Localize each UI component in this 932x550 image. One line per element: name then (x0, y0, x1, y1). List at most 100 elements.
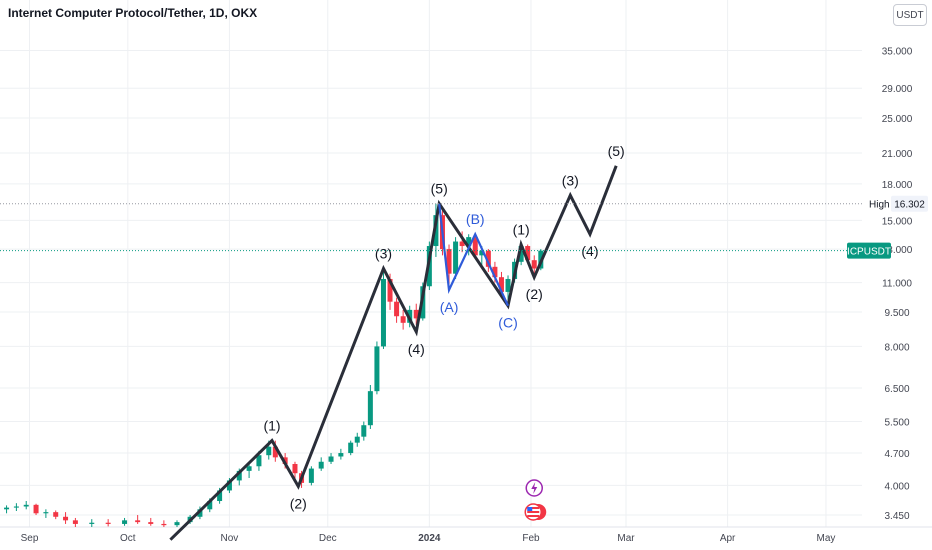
x-tick-label: Feb (522, 533, 540, 544)
candle-body (328, 456, 334, 462)
candle-body (23, 504, 29, 507)
candle-body (466, 237, 472, 247)
candle-body (43, 512, 49, 514)
candle-body (53, 512, 59, 517)
candle-body (63, 516, 69, 521)
chart-title: Internet Computer Protocol/Tether, 1D, O… (8, 6, 258, 20)
x-tick-label: 2024 (418, 533, 441, 544)
candle-body (413, 309, 419, 319)
x-tick-label: Nov (221, 533, 239, 544)
x-tick-label: Dec (319, 533, 337, 544)
y-tick-label: 15.000 (882, 216, 913, 227)
candle-body (531, 260, 537, 269)
candle-body (13, 506, 19, 508)
y-tick-label: 8.000 (884, 342, 909, 353)
candle-body (226, 480, 232, 491)
symbol-label: ICPUSDT (847, 247, 891, 258)
candle-body (256, 455, 262, 467)
high-value-badge (891, 195, 928, 212)
candle-body (367, 391, 373, 426)
candle-body (387, 278, 393, 302)
x-tick-label: Oct (120, 533, 136, 544)
event-icons[interactable] (524, 479, 547, 521)
candle-body (122, 520, 128, 524)
wave-label: (1) (513, 222, 530, 238)
lightning-bolt (531, 482, 538, 494)
wave-label: (2) (526, 286, 543, 302)
symbol-price-badge (847, 242, 891, 259)
candle-body (338, 453, 344, 457)
candle-body (217, 490, 223, 502)
wave-label: (B) (466, 211, 485, 227)
y-tick-label: 21.000 (882, 149, 913, 160)
currency-button[interactable]: USDT (893, 4, 927, 26)
impulse-wave-line (169, 165, 618, 541)
candlestick-series (4, 203, 544, 527)
candle-body (266, 446, 272, 456)
candle-body (446, 249, 452, 274)
candle-body (236, 470, 242, 481)
flag-canton (527, 507, 533, 511)
candle-body (246, 466, 252, 471)
candle-body (318, 461, 324, 469)
y-tick-label: 9.500 (884, 308, 909, 319)
candle-body (505, 278, 511, 292)
y-tick-label: 5.500 (884, 418, 909, 429)
candle-body (518, 246, 524, 262)
wave-label: (5) (608, 143, 625, 159)
y-tick-label: 29.000 (882, 84, 913, 95)
candle-body (498, 277, 504, 292)
candle-body (525, 246, 531, 261)
candle-body (380, 278, 386, 347)
wave-label: (2) (290, 495, 307, 511)
candle-body (292, 464, 298, 474)
wave-label: (3) (375, 246, 392, 262)
y-tick-label: 3.450 (884, 511, 909, 522)
candle-body (308, 468, 314, 483)
y-tick-label: 4.000 (884, 481, 909, 492)
time-axis[interactable]: Sep Oct Nov Dec 2024 Feb Mar Apr May (21, 533, 836, 544)
candle-body (394, 301, 400, 317)
corrective-wave-line (438, 203, 509, 307)
candle-body (148, 522, 154, 524)
wave-label: (C) (498, 315, 517, 331)
candle-body (348, 442, 354, 454)
candle-body (135, 520, 141, 523)
chart-grid (0, 0, 932, 528)
y-tick-label: 6.500 (884, 384, 909, 395)
candle-body (374, 346, 380, 392)
x-tick-label: May (816, 533, 835, 544)
flag-stripe (527, 511, 540, 513)
y-tick-label: 18.000 (882, 180, 913, 191)
lightning-event-icon[interactable] (525, 479, 543, 497)
price-markers: High 16.302 ICPUSDT (0, 195, 928, 259)
x-tick-label: Mar (617, 533, 635, 544)
candle-body (453, 241, 459, 274)
candle-body (161, 523, 167, 526)
x-tick-label: Apr (720, 533, 736, 544)
high-label: High (869, 200, 890, 211)
candle-body (33, 504, 39, 514)
candle-body (361, 425, 367, 437)
candle-body (197, 509, 203, 517)
candle-body (459, 241, 465, 247)
candle-body (207, 501, 213, 510)
candle-body (89, 522, 95, 524)
candle-body (105, 522, 111, 524)
price-axis[interactable]: 35.000 29.000 25.000 21.000 18.000 15.000 13.0… (882, 47, 913, 522)
wave-label: (1) (263, 418, 280, 434)
candle-body (400, 316, 406, 323)
candle-body (174, 522, 180, 526)
wave-label: (4) (581, 243, 598, 259)
elliott-wave-annotations: (1) (2) (3) (4) (5) (1) (2) (3) (4) (5) (A) (B) (C) (169, 143, 625, 541)
us-flag-event-icon[interactable] (524, 503, 547, 521)
flag-stripe (527, 515, 540, 517)
y-tick-label: 25.000 (882, 114, 913, 125)
y-tick-label: 35.000 (882, 47, 913, 58)
wave-label: (5) (431, 181, 448, 197)
candle-body (354, 436, 360, 443)
wave-label: (3) (562, 172, 579, 188)
y-tick-label: 11.000 (882, 279, 912, 290)
wave-label: (A) (440, 299, 459, 315)
